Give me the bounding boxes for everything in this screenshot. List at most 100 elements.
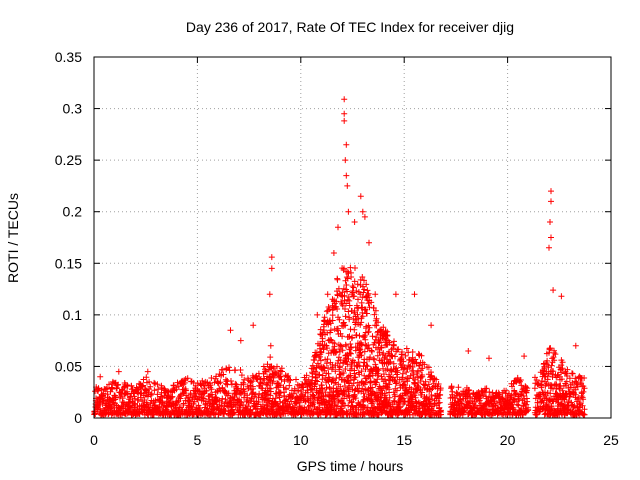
data-point: [361, 277, 367, 284]
data-point: [343, 300, 350, 307]
data-point: [327, 327, 334, 334]
data-point: [548, 234, 554, 241]
data-point: [340, 370, 347, 376]
data-point: [335, 325, 341, 332]
data-point: [323, 384, 330, 391]
data-point: [418, 352, 425, 359]
data-point: [341, 96, 348, 103]
data-point: [550, 368, 557, 375]
data-point: [425, 364, 432, 371]
data-point: [143, 374, 150, 381]
data-point: [349, 334, 356, 341]
data-point: [362, 336, 369, 343]
x-tick-label: 10: [293, 432, 309, 448]
data-point: [237, 337, 244, 344]
data-point: [360, 289, 367, 296]
data-point: [147, 400, 154, 407]
data-point: [398, 351, 405, 358]
data-point: [222, 396, 229, 403]
data-point: [372, 336, 379, 343]
data-point: [115, 381, 122, 388]
data-point: [249, 390, 256, 397]
data-point: [375, 346, 381, 353]
data-points: [91, 96, 588, 418]
data-point: [272, 371, 279, 378]
data-point: [558, 376, 565, 383]
data-point: [352, 395, 359, 402]
data-point: [327, 410, 334, 417]
data-point: [287, 377, 294, 384]
data-point: [267, 342, 274, 349]
data-point: [341, 110, 348, 117]
data-point: [355, 305, 362, 312]
data-point: [369, 398, 376, 405]
data-point: [336, 348, 343, 355]
data-point: [252, 405, 259, 412]
data-point: [414, 368, 421, 375]
data-point: [97, 373, 104, 380]
data-point: [357, 193, 364, 200]
data-point: [357, 291, 364, 298]
data-point: [503, 387, 510, 394]
y-tick-label: 0.2: [63, 204, 83, 220]
data-point: [277, 382, 284, 389]
data-point: [343, 352, 350, 359]
data-point: [412, 394, 419, 401]
data-point: [411, 291, 418, 298]
data-point: [358, 368, 365, 375]
x-tick-label: 20: [500, 432, 516, 448]
data-point: [369, 384, 376, 391]
data-point: [422, 378, 429, 385]
data-point: [531, 385, 538, 392]
data-point: [181, 379, 188, 386]
chart-title: Day 236 of 2017, Rate Of TEC Index for r…: [186, 19, 514, 35]
x-tick-label: 15: [396, 432, 412, 448]
data-point: [510, 404, 517, 411]
data-point: [410, 371, 417, 378]
data-point: [374, 352, 381, 359]
data-point: [386, 394, 393, 401]
data-point: [124, 388, 131, 395]
data-point: [548, 198, 554, 205]
data-point: [332, 349, 339, 356]
data-point: [471, 399, 478, 405]
data-point: [351, 219, 358, 225]
data-point: [516, 396, 522, 403]
data-point: [368, 299, 375, 306]
data-point: [540, 370, 547, 377]
data-point: [394, 369, 401, 376]
data-point: [350, 284, 357, 291]
data-point: [341, 117, 348, 124]
data-point: [428, 322, 435, 329]
data-point: [394, 387, 400, 394]
data-point: [351, 308, 358, 314]
data-point: [449, 388, 456, 395]
data-point: [264, 361, 271, 368]
data-point: [518, 382, 525, 389]
data-point: [293, 376, 299, 383]
data-point: [403, 345, 410, 352]
x-tick-label: 25: [603, 432, 619, 448]
data-point: [286, 376, 293, 383]
data-point: [412, 356, 419, 363]
data-point: [262, 368, 269, 374]
data-point: [361, 306, 368, 313]
data-point: [218, 399, 225, 405]
data-point: [335, 224, 341, 231]
data-point: [534, 399, 541, 406]
data-point: [359, 274, 366, 280]
data-point: [157, 393, 164, 400]
data-point: [266, 291, 273, 298]
data-point: [286, 382, 293, 389]
data-point: [345, 208, 352, 215]
data-point: [559, 365, 566, 372]
data-point: [426, 385, 433, 392]
data-point: [378, 344, 385, 351]
data-point: [376, 339, 383, 346]
data-point: [551, 347, 557, 354]
data-point: [369, 333, 376, 340]
y-tick-label: 0.3: [63, 101, 83, 117]
data-point: [275, 380, 282, 387]
data-point: [228, 378, 234, 384]
data-point: [359, 283, 366, 290]
